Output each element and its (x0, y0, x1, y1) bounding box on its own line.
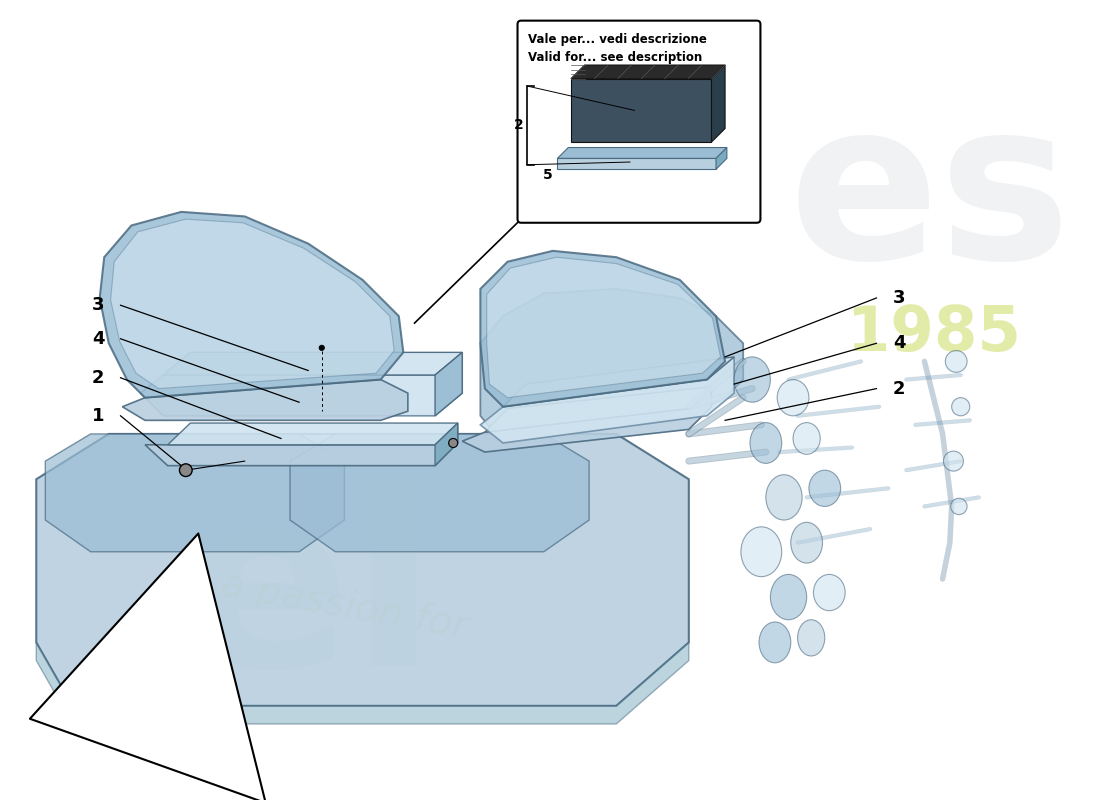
Text: es: es (789, 91, 1071, 306)
Text: 4: 4 (893, 334, 905, 352)
Polygon shape (503, 357, 734, 406)
Ellipse shape (770, 574, 806, 620)
Ellipse shape (759, 622, 791, 662)
Circle shape (950, 498, 967, 514)
Polygon shape (36, 642, 689, 724)
Circle shape (944, 451, 964, 471)
Polygon shape (45, 434, 344, 552)
Polygon shape (434, 352, 462, 416)
FancyBboxPatch shape (517, 21, 760, 222)
Polygon shape (100, 212, 404, 398)
Polygon shape (558, 158, 716, 170)
Ellipse shape (741, 527, 782, 577)
Polygon shape (712, 65, 725, 142)
Polygon shape (167, 423, 458, 445)
Text: el: el (182, 476, 437, 718)
Text: 2: 2 (514, 118, 524, 132)
Polygon shape (486, 257, 720, 398)
Text: 1985: 1985 (847, 304, 1021, 364)
Polygon shape (571, 65, 725, 78)
Polygon shape (571, 78, 712, 142)
Text: Vale per... vedi descrizione
Valid for... see description: Vale per... vedi descrizione Valid for..… (528, 34, 707, 64)
Text: 5: 5 (543, 168, 552, 182)
Polygon shape (36, 434, 689, 706)
Ellipse shape (808, 470, 840, 506)
Ellipse shape (734, 357, 770, 402)
Ellipse shape (791, 522, 823, 563)
Polygon shape (481, 289, 744, 443)
Ellipse shape (798, 620, 825, 656)
Polygon shape (141, 352, 462, 416)
Polygon shape (716, 147, 727, 170)
Polygon shape (163, 352, 462, 375)
Ellipse shape (766, 474, 802, 520)
Polygon shape (558, 147, 727, 158)
Ellipse shape (778, 379, 808, 416)
Text: 4: 4 (91, 330, 104, 348)
Text: 1: 1 (91, 407, 104, 425)
Text: a passion for: a passion for (218, 566, 471, 646)
Circle shape (945, 350, 967, 372)
Circle shape (952, 398, 970, 416)
Text: 2: 2 (91, 369, 104, 386)
Text: 3: 3 (893, 289, 905, 307)
Text: 3: 3 (91, 296, 104, 314)
Polygon shape (462, 387, 712, 452)
Circle shape (319, 345, 324, 350)
Polygon shape (290, 434, 590, 552)
Polygon shape (122, 379, 408, 420)
Circle shape (179, 464, 192, 477)
Polygon shape (111, 219, 394, 389)
Polygon shape (481, 251, 725, 406)
Ellipse shape (813, 574, 845, 610)
Polygon shape (434, 423, 458, 466)
Circle shape (449, 438, 458, 447)
Polygon shape (145, 423, 458, 466)
Ellipse shape (793, 422, 821, 454)
Text: 2: 2 (893, 380, 905, 398)
Ellipse shape (750, 422, 782, 463)
Polygon shape (485, 387, 712, 432)
Polygon shape (481, 357, 734, 443)
